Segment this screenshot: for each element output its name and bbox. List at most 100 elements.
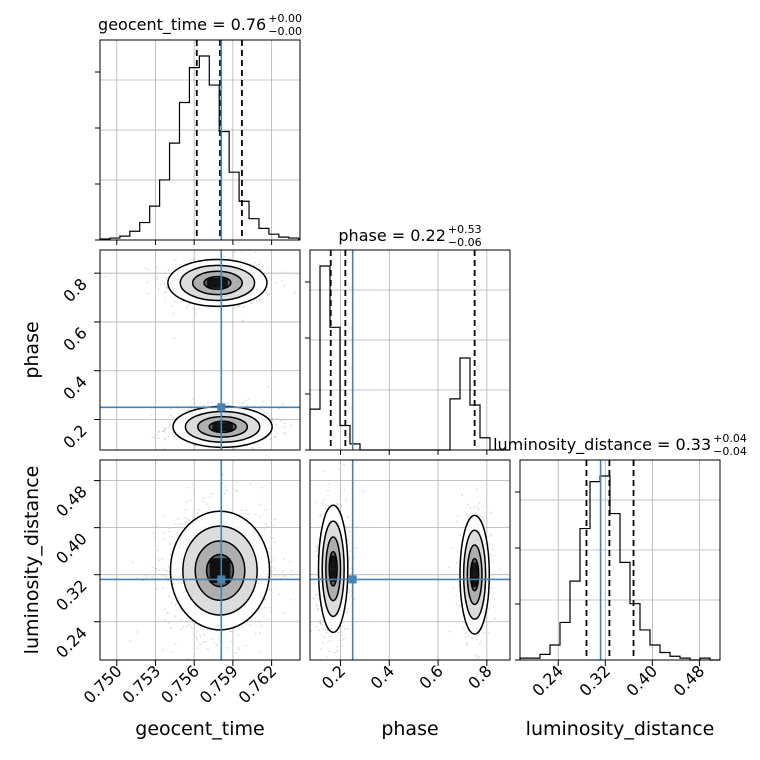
x-tick-label: 0.32 xyxy=(575,661,614,700)
sample-point xyxy=(153,437,156,439)
sample-point xyxy=(451,547,453,550)
sample-point xyxy=(163,618,166,621)
sample-point xyxy=(162,516,164,518)
sample-point xyxy=(458,605,461,607)
sample-point xyxy=(348,556,351,559)
sample-point xyxy=(348,591,351,594)
title-lower: −0.04 xyxy=(713,445,747,458)
sample-point xyxy=(478,642,481,645)
sample-point xyxy=(315,550,318,552)
sample-point xyxy=(315,501,318,504)
sample-point xyxy=(353,556,356,558)
y-tick-label: 0.48 xyxy=(52,482,91,521)
sample-point xyxy=(145,576,148,579)
sample-point xyxy=(162,586,165,589)
sample-point xyxy=(171,305,174,308)
sample-point xyxy=(165,290,168,293)
contour-level xyxy=(194,540,246,601)
sample-point xyxy=(267,618,270,621)
sample-point xyxy=(153,532,156,534)
sample-point xyxy=(226,647,229,649)
sample-point xyxy=(474,654,477,657)
sample-point xyxy=(188,519,191,521)
density-core xyxy=(207,282,218,288)
truth-marker xyxy=(217,575,226,584)
sample-point xyxy=(168,595,170,598)
sample-point xyxy=(476,638,478,641)
sample-point xyxy=(208,496,211,498)
density-core xyxy=(209,570,220,583)
sample-point xyxy=(329,635,332,638)
sample-point xyxy=(195,312,198,315)
sample-point xyxy=(249,623,252,626)
sample-point xyxy=(488,632,491,635)
sample-point xyxy=(163,430,166,433)
sample-point xyxy=(264,598,267,601)
sample-point xyxy=(337,631,339,634)
sample-point xyxy=(183,516,186,519)
sample-point xyxy=(293,291,296,294)
sample-point xyxy=(489,543,491,546)
title-upper: +0.04 xyxy=(713,432,747,445)
sample-point xyxy=(163,532,166,534)
sample-point xyxy=(345,611,348,614)
sample-point xyxy=(258,619,261,622)
sample-point xyxy=(223,492,226,495)
sample-point xyxy=(202,628,205,631)
sample-point xyxy=(158,559,160,561)
sample-point xyxy=(247,397,250,400)
sample-point xyxy=(493,598,496,600)
sample-point xyxy=(317,607,319,610)
sample-point xyxy=(249,483,252,486)
sample-point xyxy=(237,634,240,637)
sample-point xyxy=(233,251,236,254)
sample-point xyxy=(195,631,198,633)
contour-level xyxy=(203,275,232,291)
sample-point xyxy=(327,650,330,653)
sample-point xyxy=(165,276,168,279)
sample-point xyxy=(170,651,173,653)
sample-point xyxy=(210,401,213,404)
sample-point xyxy=(493,554,495,557)
x-tick-label: 0.6 xyxy=(415,661,446,692)
sample-point xyxy=(276,433,279,435)
sample-point xyxy=(460,494,463,496)
sample-point xyxy=(258,263,261,265)
sample-point xyxy=(238,648,241,651)
sample-point xyxy=(147,268,150,271)
sample-point xyxy=(261,409,264,411)
truth-marker xyxy=(217,403,226,412)
sample-point xyxy=(242,400,245,403)
sample-point xyxy=(281,570,284,573)
sample-point xyxy=(163,447,166,450)
sample-point xyxy=(266,294,269,296)
contour-level xyxy=(167,258,268,308)
sample-point xyxy=(158,430,161,433)
sample-point xyxy=(355,547,357,549)
sample-point xyxy=(315,604,317,606)
sample-point xyxy=(157,549,159,552)
sample-point xyxy=(215,645,218,647)
sample-point xyxy=(262,400,265,403)
sample-point xyxy=(269,561,272,563)
sample-point xyxy=(316,547,319,550)
contour-level xyxy=(328,550,338,587)
contour-level xyxy=(325,536,342,602)
sample-point xyxy=(322,469,325,472)
sample-point xyxy=(348,588,350,591)
sample-point xyxy=(319,619,322,621)
sample-point xyxy=(327,640,329,643)
sample-point xyxy=(129,640,132,642)
sample-point xyxy=(266,525,269,528)
panel-frame xyxy=(519,459,721,661)
sample-point xyxy=(448,630,451,633)
sample-point xyxy=(151,575,153,578)
sample-point xyxy=(284,433,287,436)
sample-point xyxy=(348,530,351,533)
sample-point xyxy=(478,502,481,505)
sample-point xyxy=(315,626,318,628)
sample-point xyxy=(316,605,319,607)
sample-point xyxy=(187,486,189,489)
sample-point xyxy=(165,286,168,289)
sample-point xyxy=(162,649,165,651)
